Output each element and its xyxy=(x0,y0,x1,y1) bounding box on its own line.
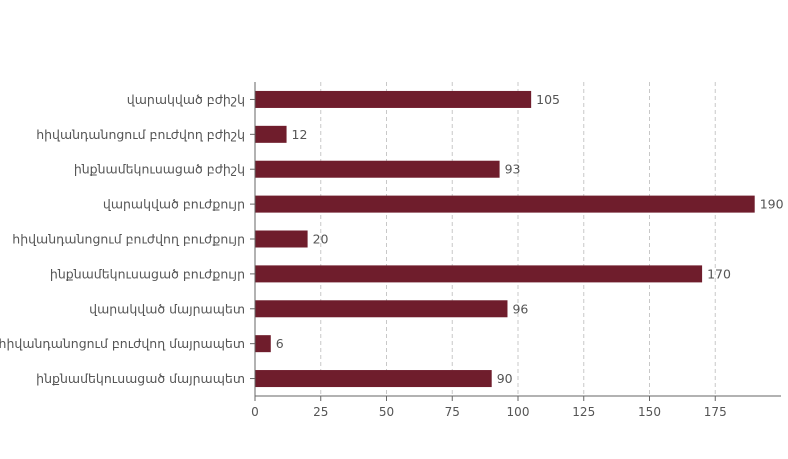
x-tick-label: 100 xyxy=(507,405,530,419)
x-tick-label: 0 xyxy=(251,405,259,419)
category-label: ինքնամեկուսացած մայրապետ xyxy=(36,371,245,386)
bar xyxy=(255,160,500,178)
category-label: վարակված բուժքույր xyxy=(103,197,245,212)
value-label: 96 xyxy=(512,301,528,316)
value-label: 12 xyxy=(292,127,308,142)
bar xyxy=(255,335,271,353)
x-tick-label: 25 xyxy=(313,405,328,419)
category-label: վարակված բժիշկ xyxy=(127,92,245,107)
bars xyxy=(255,90,755,388)
x-tick-label: 75 xyxy=(445,405,460,419)
value-label: 20 xyxy=(313,232,329,247)
bar xyxy=(255,300,508,318)
category-label: հիվանդանոցում բուժվող բուժքույր xyxy=(12,232,245,247)
x-tick-label: 125 xyxy=(572,405,595,419)
value-label: 105 xyxy=(536,92,560,107)
labels: 0 25 50 75 100 125 150 175 վարակված բժիշկ 105 հիվա… xyxy=(0,92,784,419)
value-label: 6 xyxy=(276,336,284,351)
bar xyxy=(255,125,287,143)
grid-lines xyxy=(320,82,716,396)
category-label: վարակված մայրապետ xyxy=(89,301,245,316)
value-label: 190 xyxy=(760,197,784,212)
category-label: հիվանդանոցում բուժվող մայրապետ xyxy=(0,336,245,351)
value-label: 93 xyxy=(505,162,521,177)
value-label: 90 xyxy=(497,371,513,386)
x-tick-label: 175 xyxy=(704,405,727,419)
x-tick-label: 50 xyxy=(379,405,394,419)
category-label: ինքնամեկուսացած բժիշկ xyxy=(74,162,245,177)
axes xyxy=(250,82,781,401)
bar xyxy=(255,195,755,213)
x-tick-label: 150 xyxy=(638,405,661,419)
bar xyxy=(255,265,703,283)
bar xyxy=(255,90,532,108)
category-label: հիվանդանոցում բուժվող բժիշկ xyxy=(36,127,245,142)
category-label: ինքնամեկուսացած բուժքույր xyxy=(50,266,245,281)
bar xyxy=(255,230,308,248)
bar xyxy=(255,370,492,388)
value-label: 170 xyxy=(707,266,731,281)
